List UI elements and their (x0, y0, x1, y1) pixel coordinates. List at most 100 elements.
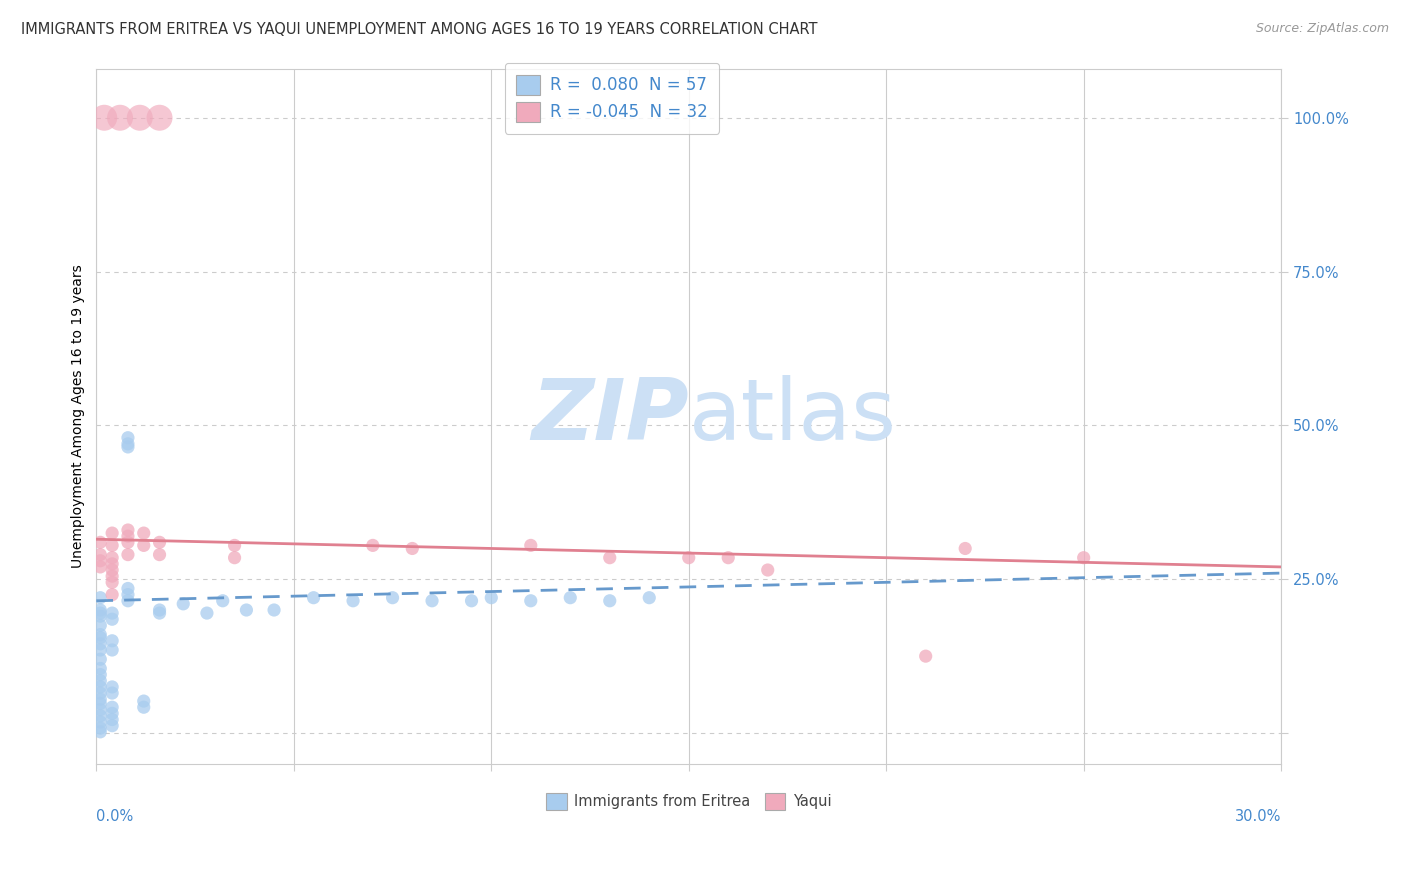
Point (953, 541, 976, 556)
Point (89, 643, 111, 657)
Point (224, 538, 246, 552)
Point (599, 550, 621, 565)
Point (101, 606, 124, 620)
Point (101, 713, 124, 727)
Point (117, 582, 139, 596)
Point (89, 609, 111, 624)
Point (361, 538, 384, 552)
Point (108, 111, 131, 125)
Point (342, 594, 364, 608)
Point (117, 437, 139, 451)
Text: atlas: atlas (689, 375, 897, 458)
Point (117, 440, 139, 454)
Text: 0.0%: 0.0% (97, 809, 134, 824)
Point (101, 575, 124, 590)
Point (89, 603, 111, 617)
Point (117, 594, 139, 608)
Point (101, 680, 124, 694)
Text: 30.0%: 30.0% (1234, 809, 1281, 824)
Point (148, 603, 170, 617)
Point (128, 111, 150, 125)
Point (101, 719, 124, 733)
Point (263, 603, 285, 617)
Point (89, 652, 111, 666)
Point (756, 563, 779, 577)
Point (148, 535, 170, 549)
Point (89, 692, 111, 706)
Point (89, 637, 111, 651)
Point (381, 591, 404, 605)
Point (235, 603, 257, 617)
Point (101, 538, 124, 552)
Point (132, 694, 155, 708)
Point (101, 588, 124, 602)
Point (401, 541, 423, 556)
Point (678, 550, 700, 565)
Point (460, 594, 482, 608)
Point (717, 550, 740, 565)
Point (195, 606, 218, 620)
Point (89, 697, 111, 711)
Point (101, 557, 124, 571)
Point (101, 643, 124, 657)
Point (117, 529, 139, 543)
Point (132, 538, 155, 552)
Y-axis label: Unemployment Among Ages 16 to 19 years: Unemployment Among Ages 16 to 19 years (72, 264, 86, 568)
Point (89, 680, 111, 694)
Point (520, 538, 543, 552)
Point (117, 431, 139, 445)
Point (172, 597, 194, 611)
Point (89, 627, 111, 641)
Point (148, 548, 170, 562)
Point (93, 111, 115, 125)
Point (89, 721, 111, 735)
Point (89, 560, 111, 574)
Point (211, 594, 233, 608)
Point (148, 111, 170, 125)
Point (479, 591, 502, 605)
Legend: Immigrants from Eritrea, Yaqui: Immigrants from Eritrea, Yaqui (540, 787, 837, 815)
Point (224, 550, 246, 565)
Point (89, 667, 111, 681)
Point (560, 591, 582, 605)
Point (101, 633, 124, 648)
Point (101, 526, 124, 541)
Point (302, 591, 325, 605)
Point (101, 563, 124, 577)
Point (89, 661, 111, 675)
Point (599, 594, 621, 608)
Point (89, 548, 111, 562)
Point (101, 700, 124, 714)
Point (89, 591, 111, 605)
Point (101, 569, 124, 583)
Point (101, 686, 124, 700)
Point (117, 548, 139, 562)
Point (89, 714, 111, 729)
Text: ZIP: ZIP (531, 375, 689, 458)
Point (89, 703, 111, 717)
Point (132, 700, 155, 714)
Point (148, 606, 170, 620)
Point (520, 594, 543, 608)
Point (89, 631, 111, 645)
Text: IMMIGRANTS FROM ERITREA VS YAQUI UNEMPLOYMENT AMONG AGES 16 TO 19 YEARS CORRELAT: IMMIGRANTS FROM ERITREA VS YAQUI UNEMPLO… (21, 22, 818, 37)
Point (117, 535, 139, 549)
Point (101, 706, 124, 721)
Text: Source: ZipAtlas.com: Source: ZipAtlas.com (1256, 22, 1389, 36)
Point (89, 606, 111, 620)
Point (89, 535, 111, 549)
Point (101, 550, 124, 565)
Point (89, 686, 111, 700)
Point (89, 709, 111, 723)
Point (117, 588, 139, 602)
Point (117, 523, 139, 537)
Point (89, 724, 111, 739)
Point (914, 649, 936, 664)
Point (132, 526, 155, 541)
Point (89, 618, 111, 632)
Point (1073, 550, 1095, 565)
Point (420, 594, 443, 608)
Point (101, 612, 124, 626)
Point (89, 673, 111, 688)
Point (638, 591, 661, 605)
